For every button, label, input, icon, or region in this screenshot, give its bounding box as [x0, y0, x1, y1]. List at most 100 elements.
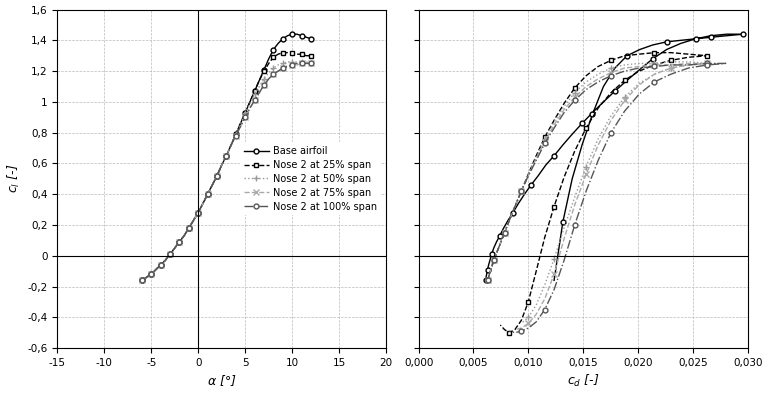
- Nose 2 at 75% span: [142, 275, 151, 280]
- Nose 2 at 75% span: [264, 76, 273, 81]
- Nose 2 at 75% span: [255, 90, 264, 95]
- Base airfoil: [255, 78, 264, 83]
- Nose 2 at 25% span: [264, 61, 273, 66]
- Nose 2 at 75% span: [147, 272, 156, 276]
- Nose 2 at 100% span: [189, 218, 198, 223]
- Nose 2 at 100% span: [278, 66, 287, 70]
- Nose 2 at 75% span: [227, 143, 236, 147]
- Nose 2 at 100% span: [273, 69, 283, 73]
- Nose 2 at 50% span: [156, 263, 165, 267]
- Nose 2 at 75% span: [260, 83, 269, 87]
- Nose 2 at 100% span: [222, 153, 231, 158]
- Nose 2 at 50% span: [245, 101, 254, 106]
- Nose 2 at 100% span: [151, 267, 161, 272]
- Base airfoil: [288, 32, 297, 37]
- Nose 2 at 100% span: [180, 233, 189, 238]
- Nose 2 at 75% span: [175, 239, 184, 244]
- Nose 2 at 50% span: [293, 60, 302, 64]
- Nose 2 at 25% span: [283, 50, 292, 55]
- Nose 2 at 25% span: [288, 50, 297, 55]
- Nose 2 at 100% span: [250, 98, 260, 103]
- Nose 2 at 75% span: [297, 61, 306, 66]
- Nose 2 at 75% span: [269, 72, 278, 77]
- Nose 2 at 100% span: [255, 90, 264, 95]
- Nose 2 at 75% span: [302, 61, 311, 66]
- Nose 2 at 75% span: [151, 267, 161, 272]
- Nose 2 at 75% span: [165, 252, 174, 257]
- Nose 2 at 25% span: [260, 69, 269, 73]
- Nose 2 at 100% span: [236, 124, 245, 129]
- Nose 2 at 25% span: [269, 55, 278, 60]
- Base airfoil: [170, 246, 179, 250]
- Base airfoil: [217, 163, 227, 167]
- Base airfoil: [147, 272, 156, 276]
- Base airfoil: [203, 192, 212, 197]
- Nose 2 at 100% span: [306, 61, 316, 66]
- Nose 2 at 75% span: [161, 258, 170, 263]
- Base airfoil: [236, 121, 245, 126]
- Nose 2 at 100% span: [297, 61, 306, 66]
- Nose 2 at 75% span: [203, 192, 212, 197]
- Nose 2 at 50% span: [213, 173, 222, 178]
- Base airfoil: [137, 278, 147, 283]
- Nose 2 at 25% span: [293, 52, 302, 56]
- Base airfoil: [227, 143, 236, 147]
- Base airfoil: [222, 153, 231, 158]
- Nose 2 at 100% span: [293, 61, 302, 66]
- Nose 2 at 50% span: [302, 60, 311, 64]
- Nose 2 at 50% span: [283, 60, 292, 64]
- Nose 2 at 100% span: [207, 182, 217, 187]
- Nose 2 at 25% span: [198, 201, 207, 206]
- Nose 2 at 50% span: [198, 201, 207, 206]
- Nose 2 at 100% span: [288, 62, 297, 67]
- Nose 2 at 50% span: [231, 132, 240, 137]
- Base airfoil: [207, 182, 217, 187]
- Base airfoil: [273, 41, 283, 46]
- Nose 2 at 25% span: [306, 53, 316, 58]
- Base airfoil: [175, 239, 184, 244]
- Line: Nose 2 at 25% span: Nose 2 at 25% span: [139, 50, 313, 283]
- Nose 2 at 75% span: [194, 210, 203, 215]
- Nose 2 at 25% span: [137, 278, 147, 283]
- Nose 2 at 100% span: [260, 83, 269, 87]
- Nose 2 at 50% span: [203, 192, 212, 197]
- Nose 2 at 25% span: [194, 210, 203, 215]
- Nose 2 at 100% span: [142, 275, 151, 280]
- Nose 2 at 50% span: [217, 163, 227, 167]
- Nose 2 at 25% span: [302, 53, 311, 58]
- Nose 2 at 100% span: [194, 210, 203, 215]
- Base airfoil: [180, 233, 189, 238]
- Base airfoil: [245, 100, 254, 104]
- Nose 2 at 75% span: [306, 61, 316, 66]
- Base airfoil: [306, 36, 316, 41]
- Nose 2 at 25% span: [236, 121, 245, 126]
- Nose 2 at 50% span: [142, 275, 151, 280]
- Nose 2 at 75% span: [184, 226, 194, 230]
- Nose 2 at 25% span: [250, 89, 260, 94]
- Base airfoil: [161, 258, 170, 263]
- Nose 2 at 25% span: [170, 246, 179, 250]
- Nose 2 at 25% span: [273, 52, 283, 56]
- Nose 2 at 75% span: [288, 62, 297, 67]
- Base airfoil: [198, 201, 207, 206]
- Base airfoil: [297, 33, 306, 38]
- Nose 2 at 75% span: [213, 173, 222, 178]
- Nose 2 at 100% span: [170, 246, 179, 250]
- Line: Nose 2 at 100% span: Nose 2 at 100% span: [139, 61, 313, 283]
- Nose 2 at 50% span: [222, 153, 231, 158]
- Base airfoil: [260, 67, 269, 72]
- Nose 2 at 75% span: [137, 278, 147, 283]
- Base airfoil: [194, 210, 203, 215]
- Nose 2 at 25% span: [203, 192, 212, 197]
- Base airfoil: [231, 132, 240, 137]
- Nose 2 at 50% span: [170, 246, 179, 250]
- Base airfoil: [213, 173, 222, 178]
- Nose 2 at 75% span: [250, 98, 260, 103]
- Nose 2 at 25% span: [180, 233, 189, 238]
- Nose 2 at 75% span: [236, 124, 245, 129]
- Nose 2 at 75% span: [245, 105, 254, 110]
- Nose 2 at 50% span: [306, 61, 316, 66]
- Base airfoil: [278, 36, 287, 41]
- Base airfoil: [250, 89, 260, 94]
- Nose 2 at 100% span: [240, 115, 250, 120]
